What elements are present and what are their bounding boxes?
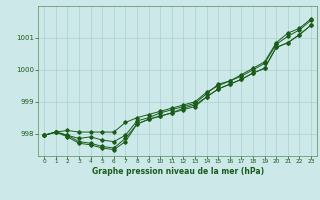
X-axis label: Graphe pression niveau de la mer (hPa): Graphe pression niveau de la mer (hPa) (92, 167, 264, 176)
